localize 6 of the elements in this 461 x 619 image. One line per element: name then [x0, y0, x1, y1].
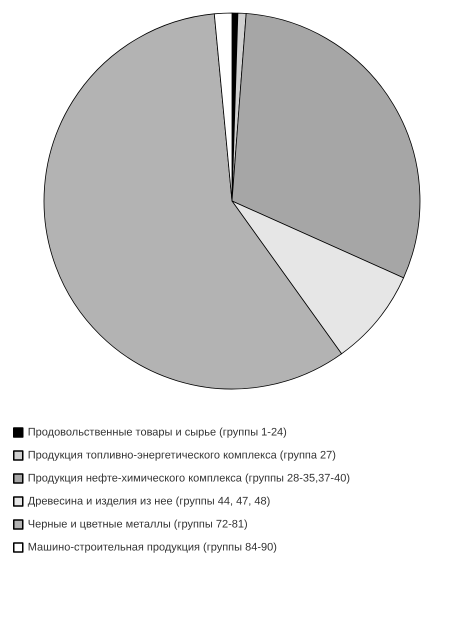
legend-label: Продукция нефте-химического комплекса (группы 28-35,37-40)	[28, 472, 350, 484]
legend-label: Продукция топливно-энергетического комплекса (группа 27)	[28, 450, 336, 462]
legend-label: Машино-строительная продукция (группы 84-90)	[28, 542, 277, 554]
legend-label: Продовольственные товары и сырье (группы 1-24)	[28, 426, 287, 438]
legend-label: Древесина и изделия из нее (группы 44, 47, 48)	[28, 496, 270, 508]
legend-label: Черные и цветные металлы (группы 72-81)	[28, 518, 248, 530]
